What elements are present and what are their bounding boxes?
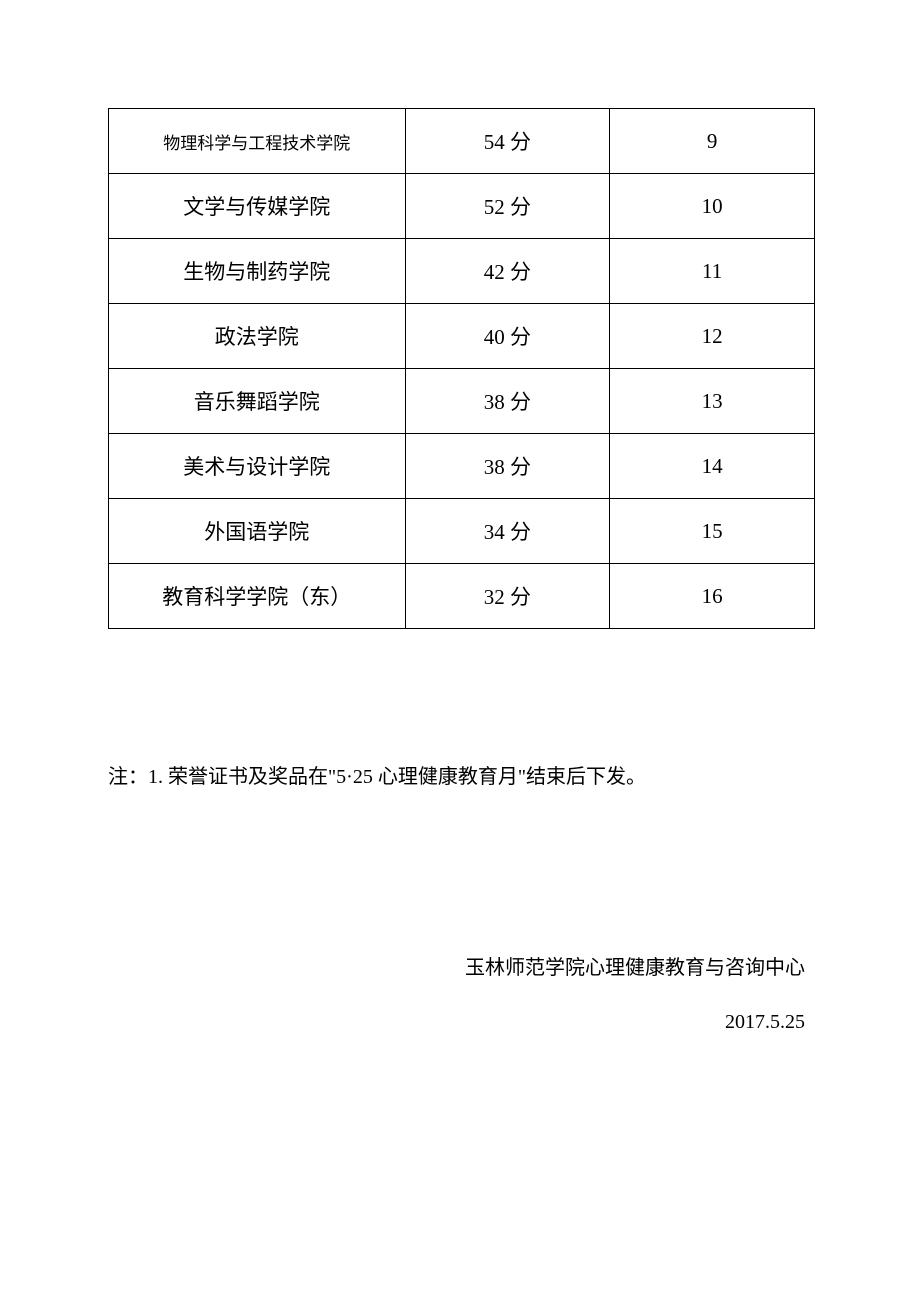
cell-rank: 16 [610, 564, 815, 629]
page-content: 物理科学与工程技术学院 54 分 9 文学与传媒学院 52 分 10 生物与制药… [0, 0, 920, 1034]
cell-score: 52 分 [405, 174, 610, 239]
cell-name: 生物与制药学院 [109, 239, 406, 304]
cell-score: 32 分 [405, 564, 610, 629]
note-text: 注：1. 荣誉证书及奖品在"5·25 心理健康教育月"结束后下发。 [108, 759, 815, 795]
cell-score: 54 分 [405, 109, 610, 174]
signature-date: 2017.5.25 [108, 1011, 815, 1034]
table-row: 音乐舞蹈学院 38 分 13 [109, 369, 815, 434]
cell-name: 教育科学学院（东） [109, 564, 406, 629]
cell-rank: 10 [610, 174, 815, 239]
cell-name: 政法学院 [109, 304, 406, 369]
cell-name: 美术与设计学院 [109, 434, 406, 499]
cell-score: 34 分 [405, 499, 610, 564]
table-body: 物理科学与工程技术学院 54 分 9 文学与传媒学院 52 分 10 生物与制药… [109, 109, 815, 629]
cell-rank: 9 [610, 109, 815, 174]
cell-rank: 15 [610, 499, 815, 564]
cell-score: 38 分 [405, 434, 610, 499]
table-row: 文学与传媒学院 52 分 10 [109, 174, 815, 239]
cell-score: 42 分 [405, 239, 610, 304]
table-row: 外国语学院 34 分 15 [109, 499, 815, 564]
table-row: 物理科学与工程技术学院 54 分 9 [109, 109, 815, 174]
table-row: 政法学院 40 分 12 [109, 304, 815, 369]
score-table: 物理科学与工程技术学院 54 分 9 文学与传媒学院 52 分 10 生物与制药… [108, 108, 815, 629]
table-row: 美术与设计学院 38 分 14 [109, 434, 815, 499]
cell-name: 外国语学院 [109, 499, 406, 564]
table-row: 生物与制药学院 42 分 11 [109, 239, 815, 304]
cell-name: 文学与传媒学院 [109, 174, 406, 239]
cell-score: 40 分 [405, 304, 610, 369]
cell-rank: 13 [610, 369, 815, 434]
cell-name: 物理科学与工程技术学院 [109, 109, 406, 174]
cell-rank: 11 [610, 239, 815, 304]
cell-rank: 14 [610, 434, 815, 499]
signature-org: 玉林师范学院心理健康教育与咨询中心 [108, 940, 815, 996]
cell-rank: 12 [610, 304, 815, 369]
cell-name: 音乐舞蹈学院 [109, 369, 406, 434]
table-row: 教育科学学院（东） 32 分 16 [109, 564, 815, 629]
cell-score: 38 分 [405, 369, 610, 434]
